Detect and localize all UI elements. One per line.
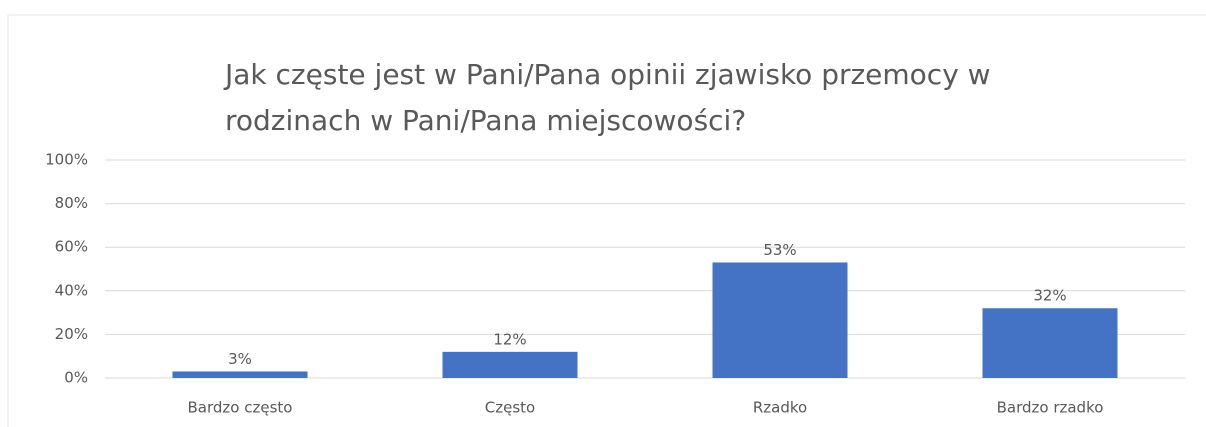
bar <box>172 371 308 378</box>
chart-frame <box>7 14 1206 427</box>
x-tick-label: Rzadko <box>753 399 807 417</box>
y-tick-label: 20% <box>55 325 88 343</box>
x-tick-label: Bardzo często <box>188 399 293 417</box>
y-tick-label: 0% <box>64 369 88 387</box>
y-tick-label: 40% <box>55 281 88 299</box>
bar <box>712 262 848 378</box>
data-label: 12% <box>493 330 526 348</box>
bar <box>982 308 1118 378</box>
y-tick-label: 80% <box>55 194 88 212</box>
y-tick-label: 100% <box>45 151 88 169</box>
y-tick-label: 60% <box>55 238 88 256</box>
chart-title: Jak częste jest w Pani/Pana opinii zjawi… <box>225 58 991 137</box>
data-label: 32% <box>1033 287 1066 305</box>
x-tick-label: Bardzo rzadko <box>997 399 1104 417</box>
bar <box>442 351 578 378</box>
data-label: 3% <box>228 350 252 368</box>
x-tick-label: Często <box>485 399 535 417</box>
data-label: 53% <box>763 241 796 259</box>
